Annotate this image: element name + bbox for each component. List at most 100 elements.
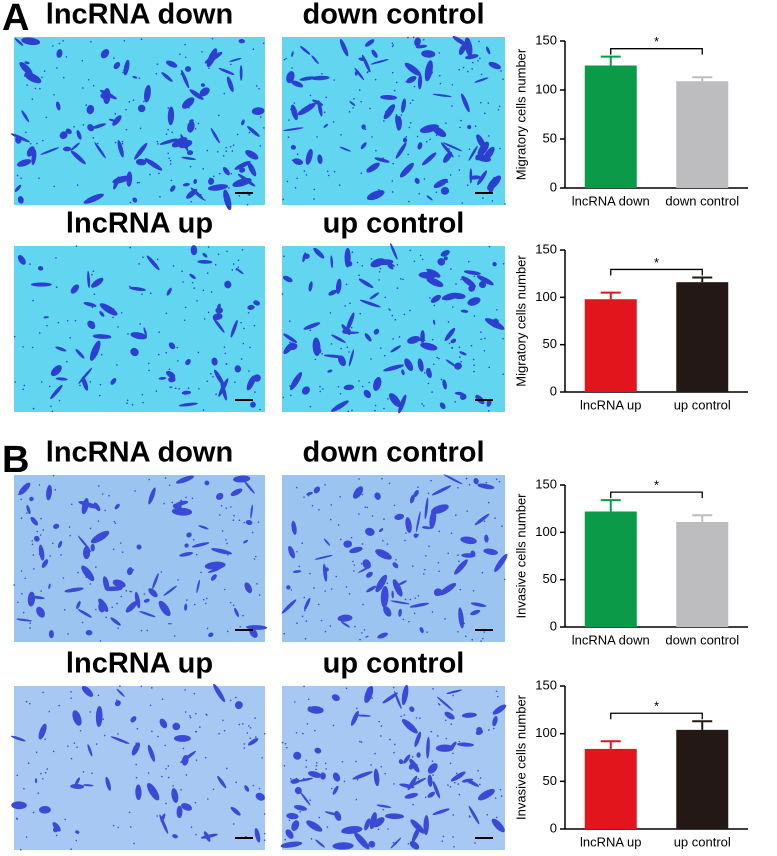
cell	[210, 574, 217, 581]
cell	[315, 839, 326, 848]
pore	[377, 778, 379, 780]
pore	[480, 338, 482, 341]
cell	[135, 158, 147, 166]
cell	[30, 516, 39, 526]
cell	[184, 603, 188, 611]
pore	[449, 785, 452, 788]
cell	[410, 819, 425, 834]
pore	[196, 299, 198, 302]
cell	[365, 527, 375, 536]
pore	[184, 43, 186, 46]
pore	[466, 510, 468, 512]
cell	[46, 484, 52, 501]
cell	[370, 59, 389, 65]
pore	[32, 811, 35, 814]
cell	[253, 300, 260, 306]
pore	[418, 192, 421, 195]
cell	[100, 49, 110, 59]
pore	[478, 40, 480, 43]
cell	[417, 358, 424, 372]
pore	[447, 784, 449, 786]
cell	[298, 777, 313, 782]
pore	[296, 153, 299, 155]
pore	[82, 771, 85, 773]
cell	[461, 553, 476, 558]
pore	[360, 741, 363, 743]
pore	[42, 691, 44, 694]
pore	[330, 343, 333, 345]
pore	[70, 691, 72, 693]
cell	[337, 614, 353, 622]
cell	[398, 759, 404, 765]
pore	[361, 264, 364, 267]
pore	[473, 364, 475, 367]
pore	[295, 731, 298, 734]
pore	[232, 263, 235, 265]
pore	[118, 690, 121, 693]
pore	[207, 311, 210, 314]
cell	[488, 176, 496, 195]
pore	[237, 259, 240, 262]
cell	[339, 146, 351, 152]
pore	[480, 640, 482, 642]
image-background	[14, 246, 265, 412]
pore	[342, 620, 345, 622]
pore	[319, 390, 321, 393]
cell	[136, 544, 142, 550]
cell	[381, 260, 395, 267]
micrograph	[13, 474, 268, 642]
cell	[234, 607, 240, 618]
cell	[10, 133, 30, 143]
cell	[491, 318, 499, 328]
pore	[368, 393, 370, 396]
pore	[74, 319, 77, 322]
cell	[217, 775, 227, 789]
cell	[104, 586, 123, 592]
pore	[238, 723, 241, 726]
cell	[432, 808, 450, 815]
pore	[63, 609, 66, 611]
cell	[306, 491, 313, 496]
pore	[115, 699, 118, 702]
pore	[471, 68, 473, 70]
cell	[431, 485, 452, 496]
pore	[159, 195, 161, 198]
pore	[121, 142, 124, 145]
pore	[354, 625, 356, 628]
pore	[168, 157, 171, 160]
bar	[676, 81, 729, 188]
pore	[412, 803, 414, 806]
pore	[332, 724, 335, 727]
pore	[393, 783, 395, 785]
pore	[309, 405, 312, 408]
cell	[86, 104, 95, 115]
pore	[193, 603, 196, 606]
pore	[317, 603, 320, 606]
pore	[73, 126, 75, 128]
pore	[91, 273, 93, 276]
pore	[206, 380, 208, 383]
pore	[370, 258, 373, 260]
cell	[143, 598, 150, 603]
cell	[387, 265, 394, 270]
pore	[141, 293, 143, 295]
pore	[471, 638, 474, 641]
cell	[125, 600, 138, 613]
pore	[40, 590, 42, 592]
pore	[425, 554, 427, 557]
pore	[171, 131, 173, 134]
pore	[117, 826, 119, 829]
cell	[110, 617, 121, 626]
cell	[413, 533, 419, 538]
image-title: lncRNA up	[66, 208, 213, 240]
pore	[112, 548, 115, 551]
cell	[368, 840, 376, 848]
cell	[21, 110, 30, 123]
pore	[419, 254, 422, 257]
pore	[222, 155, 225, 157]
cell	[427, 791, 436, 798]
pore	[122, 69, 125, 72]
pore	[69, 336, 72, 339]
cell	[433, 178, 448, 189]
pore	[480, 101, 482, 104]
